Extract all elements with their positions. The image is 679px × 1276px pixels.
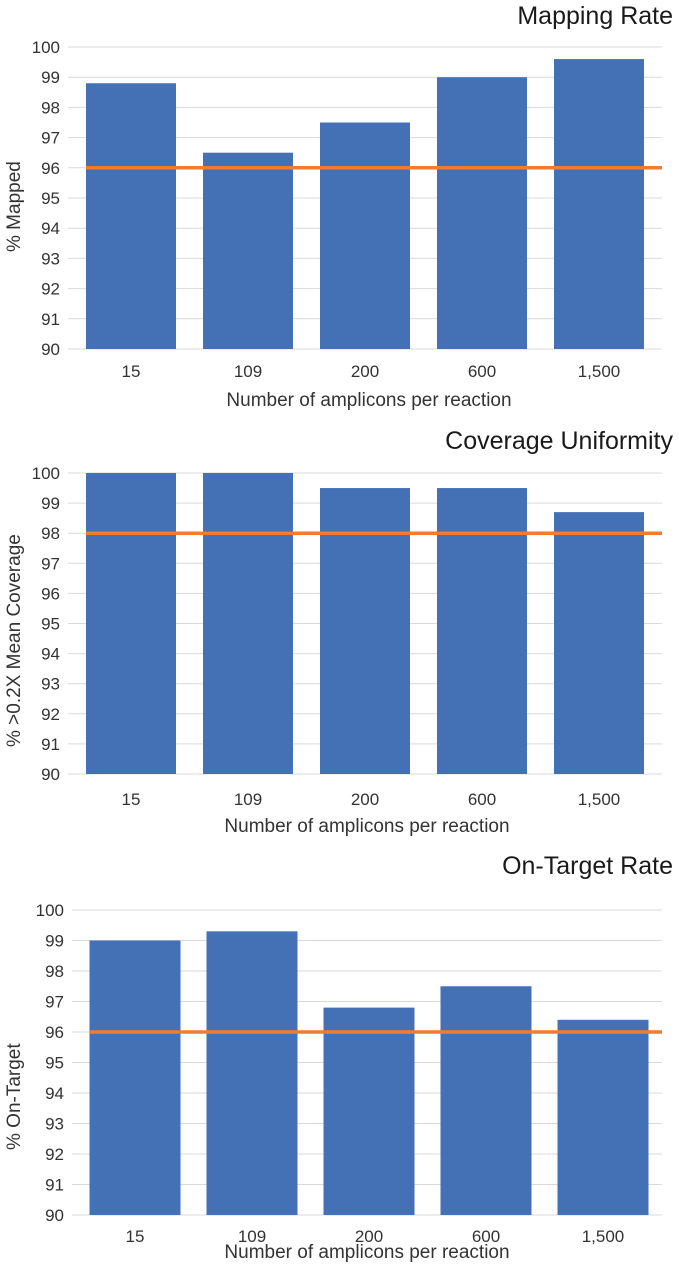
y-tick-label: 91 [41,310,60,329]
y-tick-label: 91 [45,1176,64,1195]
chart-plot: 90 91 92 93 94 95 96 97 98 99 100 15 109 200 600 1,500 [32,38,662,381]
bar-1500 [554,512,644,774]
x-tick-label: 600 [468,362,496,381]
y-tick-label: 91 [41,735,60,754]
bar-200 [323,1007,415,1215]
x-tick-label: 15 [126,1227,145,1246]
x-tick-label: 15 [122,362,141,381]
y-axis-title: % >0.2X Mean Coverage [4,534,25,747]
bar-200 [320,122,410,349]
y-tick-label: 99 [41,494,60,513]
chart-title: On-Target Rate [502,852,673,880]
bar-600 [440,986,532,1215]
bar-1500 [554,59,644,349]
chart-title: Coverage Uniformity [445,427,673,455]
y-tick-label: 93 [45,1115,64,1134]
y-tick-label: 100 [32,38,60,57]
x-tick-label: 1,500 [578,790,621,809]
x-tick-label: 200 [351,362,379,381]
y-tick-label: 90 [45,1206,64,1225]
bar-600 [437,488,527,774]
y-tick-label: 93 [41,249,60,268]
x-tick-label: 200 [351,790,379,809]
bar-15 [86,473,176,774]
y-tick-label: 97 [41,554,60,573]
x-tick-label: 600 [472,1227,500,1246]
y-tick-label: 93 [41,675,60,694]
chart-panel-mapping-rate: Mapping Rate % Mapped 90 91 92 93 94 95 96 97 98… [0,0,679,425]
y-tick-label: 92 [41,705,60,724]
y-tick-label: 94 [45,1084,64,1103]
bar-109 [203,473,293,774]
y-tick-label: 100 [36,901,64,920]
x-tick-label: 109 [234,362,262,381]
chart-panel-coverage-uniformity: Coverage Uniformity % >0.2X Mean Coverag… [0,425,679,850]
bar-1500 [557,1019,649,1215]
chart-plot: 90 91 92 93 94 95 96 97 98 99 100 15 109 200 600 1,500 [32,464,662,809]
y-axis-title: % On-Target [4,1043,25,1150]
chart-title: Mapping Rate [517,2,673,30]
y-tick-label: 96 [41,584,60,603]
bar-600 [437,77,527,349]
y-tick-label: 94 [41,645,60,664]
chart-panel-on-target-rate: On-Target Rate % On-Target 90 91 92 93 94 95 9… [0,850,679,1276]
x-axis-title: Number of amplicons per reaction [226,390,512,411]
bar-109 [203,152,293,349]
y-tick-label: 97 [41,129,60,148]
x-tick-label: 1,500 [578,362,621,381]
x-tick-label: 109 [234,790,262,809]
y-tick-label: 92 [45,1145,64,1164]
chart-plot: 90 91 92 93 94 95 96 97 98 99 100 15 109 200 600 1,500 [36,901,662,1246]
bar-15 [89,940,181,1215]
x-axis-title: Number of amplicons per reaction [224,1242,510,1263]
x-tick-label: 600 [468,790,496,809]
y-tick-label: 96 [41,159,60,178]
y-axis-title: % Mapped [4,161,25,252]
y-tick-label: 90 [41,765,60,784]
y-tick-label: 95 [41,615,60,634]
y-tick-label: 98 [41,98,60,117]
x-tick-label: 1,500 [582,1227,625,1246]
y-tick-label: 90 [41,340,60,359]
bar-200 [320,488,410,774]
x-tick-label: 200 [355,1227,383,1246]
y-tick-label: 98 [41,524,60,543]
y-tick-label: 94 [41,219,60,238]
bar-15 [86,83,176,350]
y-tick-label: 96 [45,1023,64,1042]
x-tick-label: 109 [238,1227,266,1246]
x-tick-label: 15 [122,790,141,809]
y-tick-label: 98 [45,962,64,981]
y-tick-label: 99 [45,932,64,951]
y-tick-label: 95 [45,1054,64,1073]
x-axis-title: Number of amplicons per reaction [224,816,510,837]
y-tick-label: 95 [41,189,60,208]
y-tick-label: 99 [41,68,60,87]
bar-109 [206,931,298,1215]
y-tick-label: 92 [41,280,60,299]
y-tick-label: 97 [45,993,64,1012]
y-tick-label: 100 [32,464,60,483]
